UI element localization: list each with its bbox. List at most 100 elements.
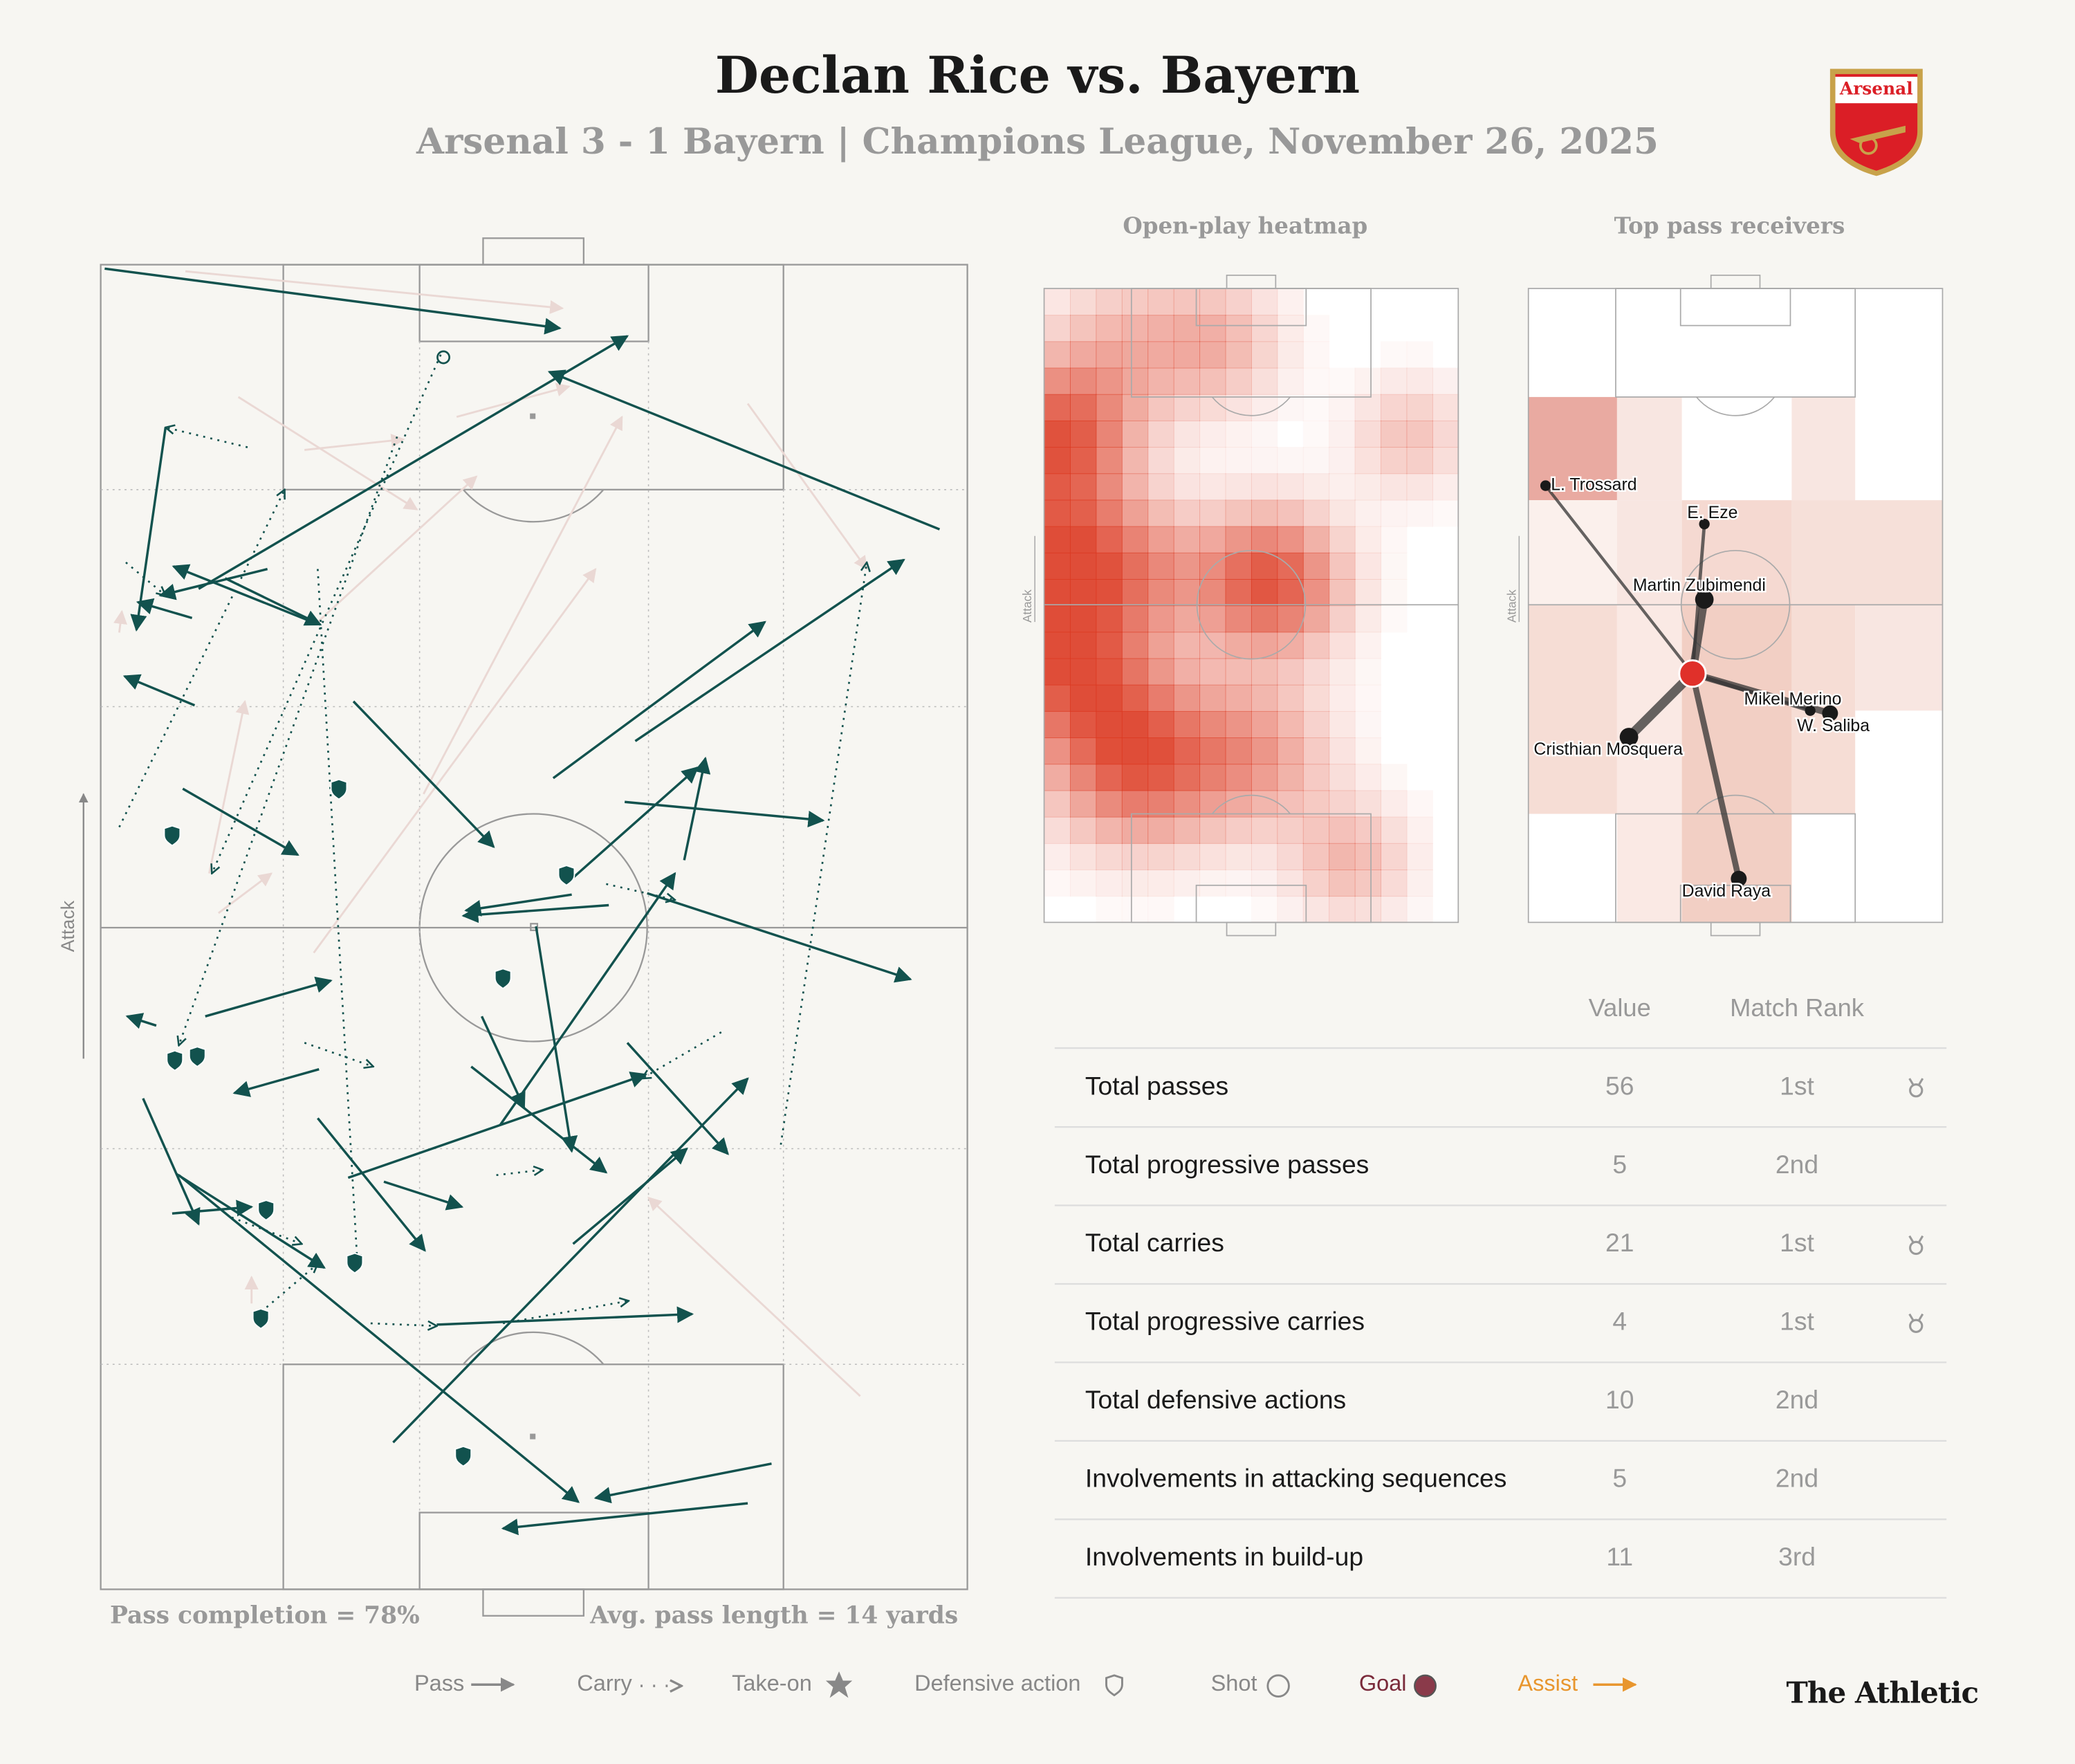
carry — [165, 428, 248, 448]
heat-cell — [1303, 341, 1329, 368]
receiver-name: L. Trossard — [1551, 475, 1636, 495]
heatmap-title: Open-play heatmap — [1123, 212, 1367, 239]
legend-label: Carry — [577, 1671, 632, 1696]
heat-cell — [1122, 896, 1148, 923]
heat-cell — [1354, 499, 1382, 527]
heat-cell — [1199, 447, 1226, 475]
heat-cell — [1147, 420, 1174, 448]
heat-cell — [1199, 315, 1226, 342]
heat-cell — [1251, 684, 1278, 712]
heat-cell — [1381, 790, 1408, 818]
heat-cell — [1225, 367, 1252, 395]
heat-cell — [1147, 710, 1174, 739]
heat-cell — [1432, 367, 1459, 395]
heat-cell — [1147, 341, 1174, 369]
heat-cell — [1329, 473, 1356, 501]
heat-cell — [1225, 315, 1252, 342]
heat-cell — [1069, 869, 1097, 897]
heat-cell — [1096, 526, 1123, 553]
pitch-line — [1211, 396, 1291, 416]
faint-pass — [423, 415, 623, 795]
heat-cell — [1121, 658, 1149, 686]
heat-cell — [1173, 764, 1201, 791]
pass — [104, 267, 562, 335]
actions — [104, 267, 941, 1536]
heat-cell — [1069, 684, 1097, 712]
heat-cell — [1303, 394, 1329, 421]
carry — [370, 1323, 437, 1326]
heat-cell — [1121, 737, 1149, 765]
pass-completion: Pass completion = 78% — [110, 1602, 420, 1630]
heat-cell — [1121, 367, 1149, 395]
heat-cell — [1173, 737, 1201, 765]
pass — [158, 567, 268, 600]
heat-cell — [1147, 499, 1174, 527]
heat-cell — [1354, 473, 1382, 501]
heat-cell — [1381, 816, 1408, 844]
heat-cell — [1251, 605, 1278, 633]
heat-cell — [1121, 552, 1149, 580]
heat-cell — [1251, 447, 1278, 475]
shot — [436, 350, 451, 365]
heat-cell — [1329, 710, 1356, 739]
heat-cell — [1044, 684, 1071, 712]
heat-cell — [1121, 710, 1149, 739]
heat-cell — [1121, 843, 1149, 870]
avg-pass-length: Avg. pass length = 14 yards — [589, 1602, 958, 1630]
receiver-name: Cristhian Mosquera — [1533, 739, 1683, 759]
row-rank: 3rd — [1778, 1542, 1816, 1571]
row-value: 21 — [1605, 1228, 1634, 1257]
pass — [383, 1180, 464, 1211]
row-rank: 2nd — [1776, 1385, 1818, 1414]
heat-cell — [1277, 737, 1304, 765]
heat-cell — [1302, 869, 1330, 897]
heat-cell — [1199, 526, 1226, 553]
legend-label: Pass — [414, 1671, 464, 1696]
row-rank: 1st — [1780, 1228, 1814, 1257]
heat-cell — [1069, 816, 1097, 844]
heat-cell — [1147, 843, 1174, 870]
receiver-node — [1731, 870, 1747, 887]
heat-cell — [1096, 315, 1123, 342]
defensive-action — [494, 968, 512, 989]
heat-cell — [1406, 816, 1433, 844]
heat-cell — [1069, 737, 1097, 765]
heat-cell — [1096, 710, 1123, 739]
heat-cell — [1096, 684, 1123, 712]
heat-cell — [1069, 764, 1097, 791]
legend-icon — [1414, 1674, 1437, 1698]
heat-cell — [1199, 367, 1226, 395]
heat-cell — [1251, 552, 1278, 580]
heat-cell — [1044, 367, 1071, 395]
heat-cell — [1406, 499, 1433, 527]
pass-link — [1624, 669, 1697, 742]
heat-cell — [1199, 499, 1226, 527]
heat-cell — [1225, 394, 1252, 421]
pass — [624, 800, 825, 828]
heat-cell — [1199, 869, 1226, 897]
row-value: 10 — [1605, 1385, 1634, 1414]
heat-cell — [1044, 632, 1071, 659]
heat-cell — [1354, 447, 1382, 475]
defensive-action — [166, 1049, 184, 1072]
heat-cell — [1302, 737, 1330, 765]
column-header: Value — [1589, 993, 1651, 1022]
heat-cell — [1329, 737, 1356, 765]
heat-cell — [1251, 710, 1278, 739]
heat-cell — [1251, 764, 1278, 791]
heat-cell — [1277, 710, 1304, 739]
defensive-action — [557, 865, 575, 886]
heat-cell — [1173, 394, 1201, 421]
heat-cell — [1173, 420, 1201, 448]
heat-cell — [1329, 552, 1356, 580]
legend-label: Shot — [1211, 1671, 1257, 1696]
heat-cell — [1069, 394, 1097, 421]
heat-cell — [1069, 579, 1097, 607]
row-label: Total progressive carries — [1085, 1307, 1365, 1336]
heat-cell — [1147, 473, 1174, 501]
pass — [547, 369, 941, 531]
carry — [304, 1042, 373, 1066]
heat-cell — [1381, 896, 1408, 924]
heat-cell — [1354, 579, 1382, 607]
heat-cell — [1302, 658, 1330, 686]
